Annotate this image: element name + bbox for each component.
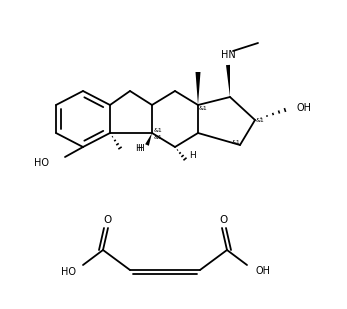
Polygon shape: [145, 133, 152, 146]
Polygon shape: [226, 65, 230, 97]
Text: &1: &1: [154, 134, 163, 139]
Text: &1: &1: [232, 139, 240, 145]
Text: OH: OH: [297, 103, 312, 113]
Text: &1: &1: [154, 128, 163, 133]
Text: HO: HO: [61, 267, 76, 277]
Text: OH: OH: [255, 266, 271, 276]
Text: H: H: [137, 143, 143, 153]
Text: H: H: [189, 150, 196, 159]
Text: HO: HO: [34, 158, 49, 168]
Text: HN: HN: [221, 50, 235, 60]
Text: O: O: [219, 215, 227, 225]
Text: O: O: [103, 215, 111, 225]
Text: H: H: [135, 143, 141, 153]
Text: &1: &1: [256, 117, 265, 122]
Polygon shape: [195, 72, 201, 105]
Text: &1: &1: [199, 105, 208, 111]
